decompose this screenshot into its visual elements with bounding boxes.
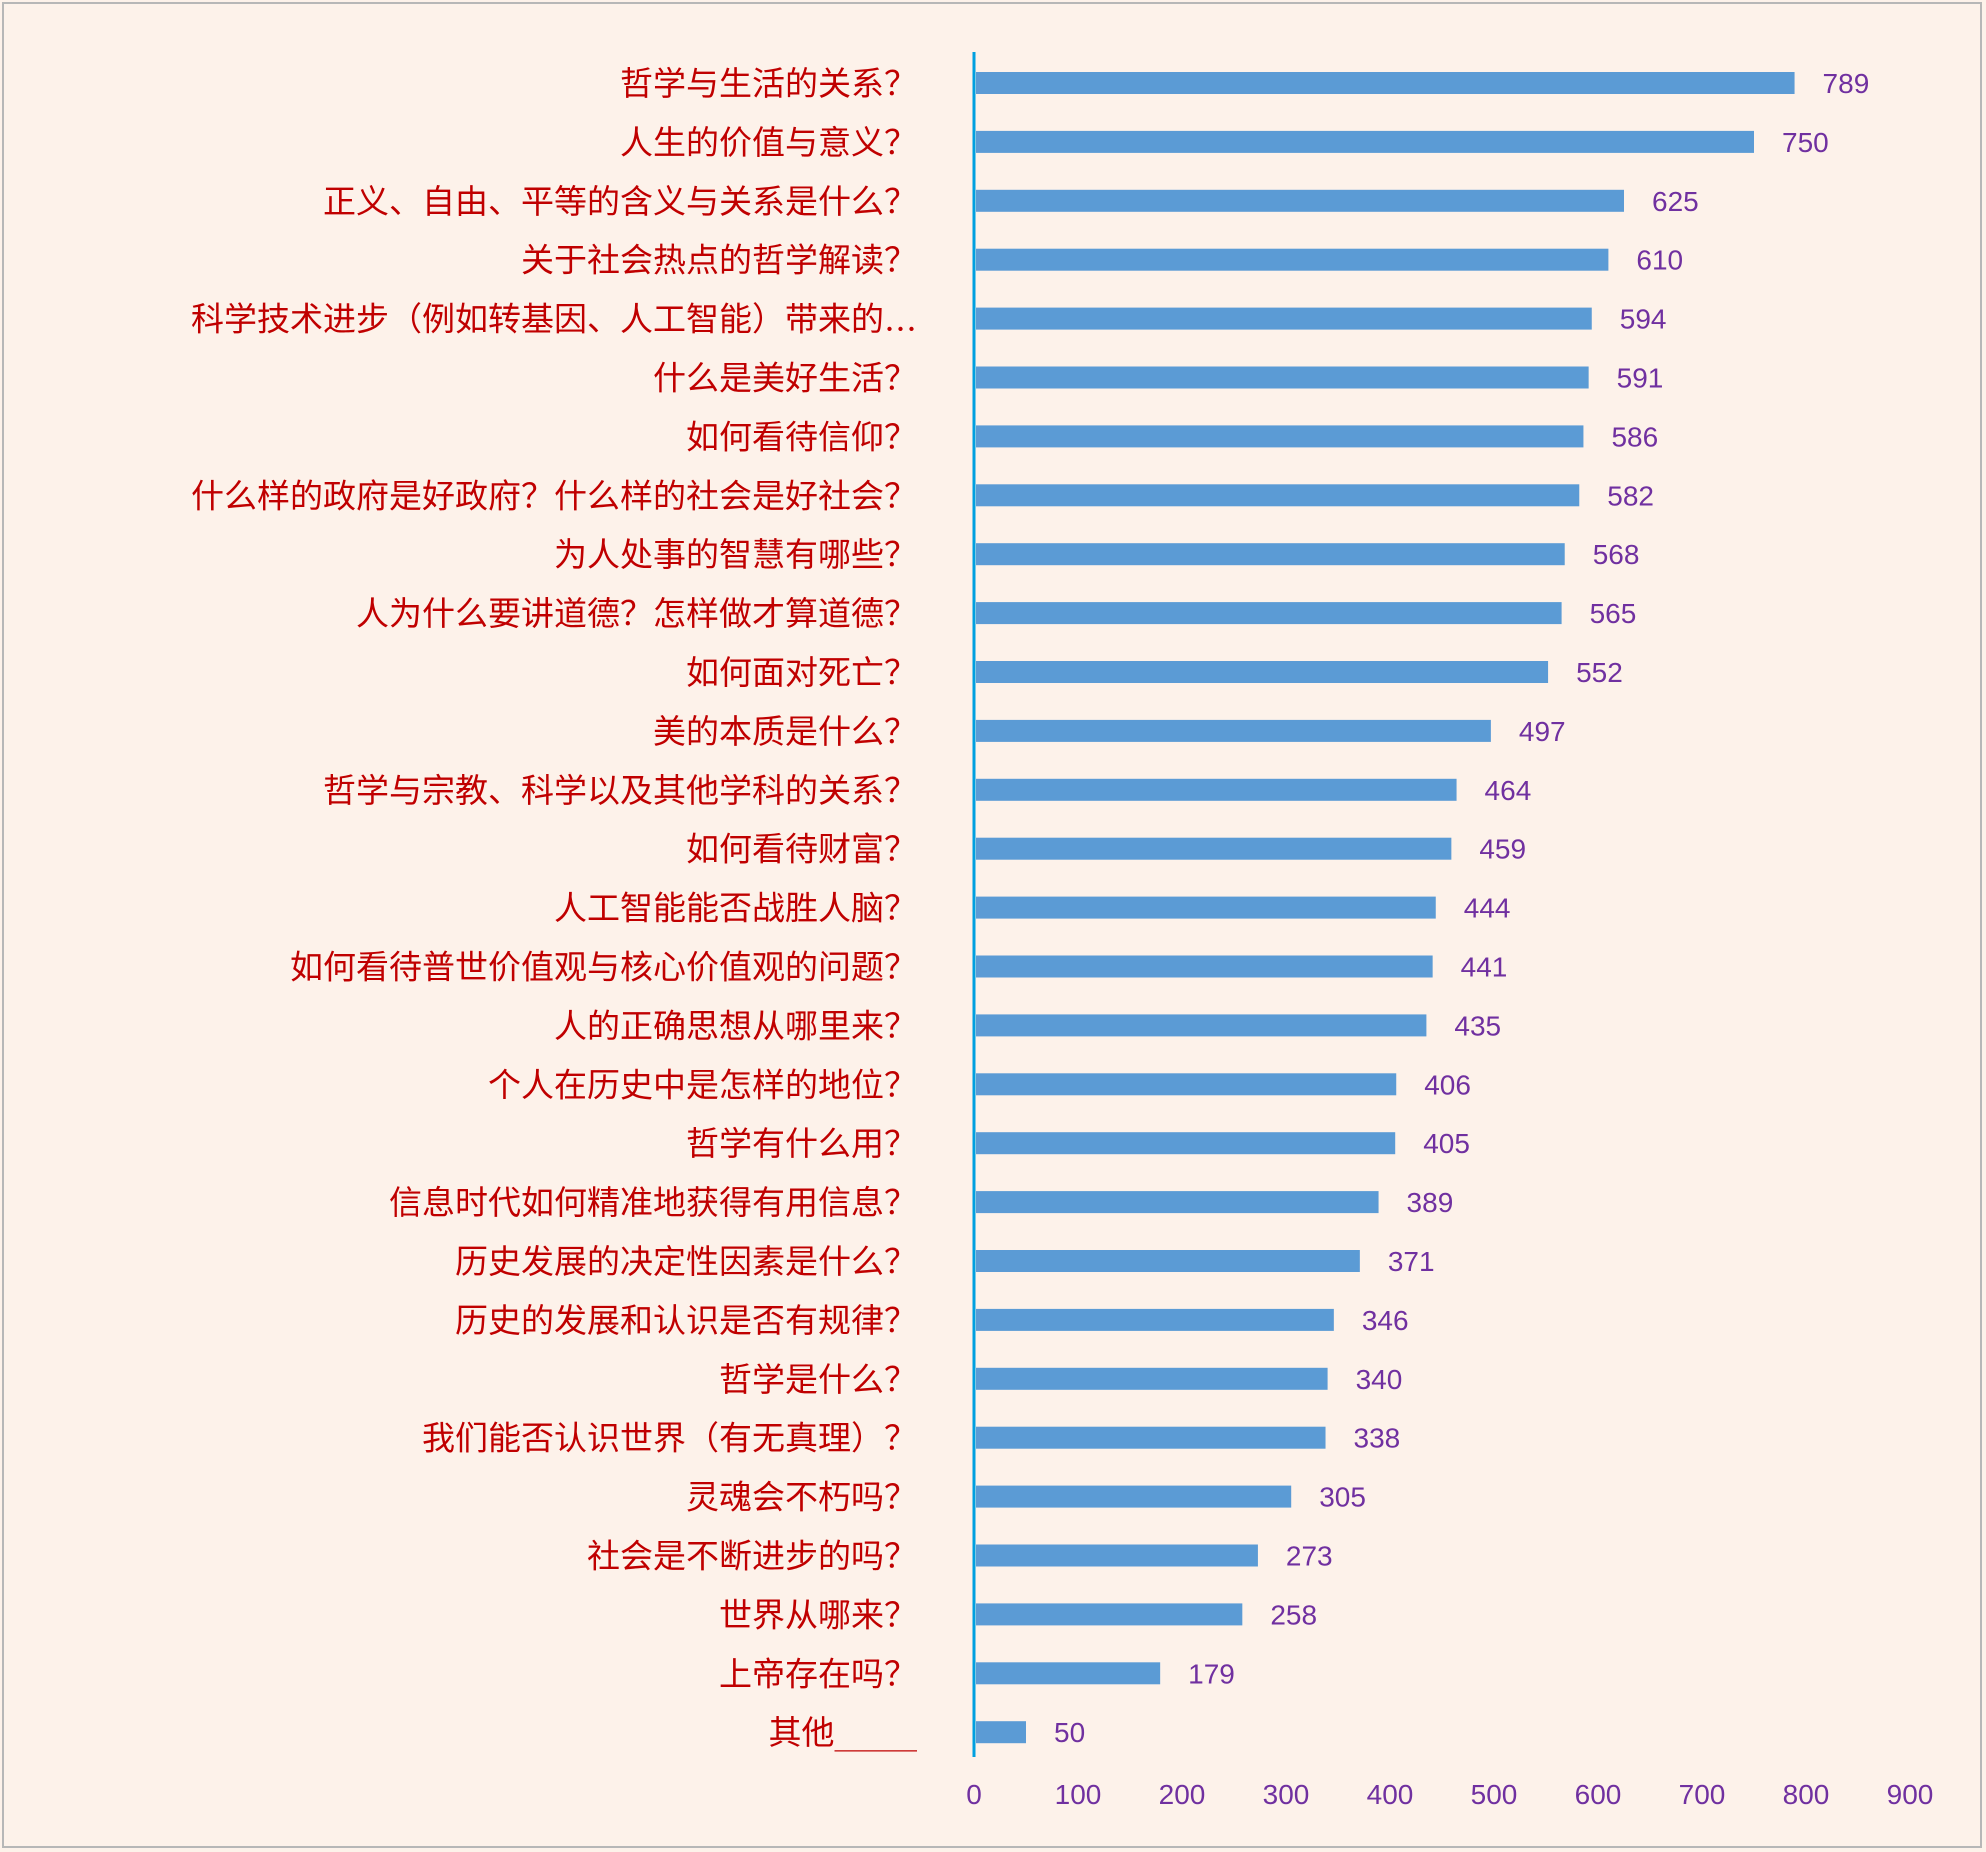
category-label-0: 哲学与生活的关系？ bbox=[620, 64, 917, 103]
bar-3 bbox=[976, 248, 1609, 271]
value-label-2: 625 bbox=[1652, 186, 1699, 217]
bar-chart: 哲学与生活的关系？ 789 人生的价值与意义？ 750 正义、自由、平等的含义与关系是什… bbox=[191, 52, 1934, 1810]
value-label-17: 406 bbox=[1424, 1069, 1471, 1100]
value-label-7: 582 bbox=[1607, 480, 1654, 511]
category-label-15: 如何看待普世价值观与核心价值观的问题？ bbox=[290, 948, 917, 987]
x-tick-label-1: 100 bbox=[1055, 1779, 1102, 1810]
x-tick-label-9: 900 bbox=[1887, 1779, 1934, 1810]
category-label-16: 人的正确思想从哪里来？ bbox=[554, 1006, 917, 1045]
value-label-10: 552 bbox=[1576, 657, 1623, 688]
value-label-14: 444 bbox=[1464, 893, 1511, 924]
category-label-21: 历史的发展和认识是否有规律？ bbox=[455, 1301, 917, 1340]
x-tick-label-7: 700 bbox=[1679, 1779, 1726, 1810]
value-label-11: 497 bbox=[1519, 716, 1566, 747]
bar-18 bbox=[976, 1132, 1396, 1155]
category-label-26: 世界从哪来？ bbox=[719, 1595, 917, 1634]
category-label-28: 其他_____ bbox=[769, 1713, 918, 1753]
bar-2 bbox=[976, 189, 1624, 212]
x-tick-label-5: 500 bbox=[1471, 1779, 1518, 1810]
category-label-23: 我们能否认识世界（有无真理）？ bbox=[422, 1419, 917, 1458]
value-label-13: 459 bbox=[1479, 834, 1526, 865]
bar-26 bbox=[976, 1603, 1243, 1626]
value-label-18: 405 bbox=[1423, 1128, 1470, 1159]
bar-20 bbox=[976, 1250, 1360, 1272]
value-label-6: 586 bbox=[1611, 421, 1658, 452]
category-label-19: 信息时代如何精准地获得有用信息？ bbox=[389, 1183, 917, 1222]
value-label-22: 340 bbox=[1356, 1364, 1403, 1395]
category-label-22: 哲学是什么？ bbox=[719, 1360, 917, 1399]
category-label-20: 历史发展的决定性因素是什么？ bbox=[455, 1242, 917, 1281]
bar-22 bbox=[976, 1367, 1328, 1390]
value-label-19: 389 bbox=[1407, 1187, 1454, 1218]
bar-23 bbox=[976, 1426, 1326, 1449]
category-label-2: 正义、自由、平等的含义与关系是什么？ bbox=[323, 182, 917, 221]
category-label-1: 人生的价值与意义？ bbox=[620, 123, 917, 162]
value-label-26: 258 bbox=[1270, 1599, 1317, 1630]
bar-27 bbox=[976, 1662, 1161, 1685]
category-label-9: 人为什么要讲道德？怎样做才算道德？ bbox=[356, 594, 917, 633]
x-tick-label-0: 0 bbox=[966, 1779, 982, 1810]
bar-24 bbox=[976, 1485, 1292, 1508]
bar-7 bbox=[976, 484, 1580, 507]
bar-1 bbox=[976, 130, 1754, 153]
category-label-7: 什么样的政府是好政府？什么样的社会是好社会？ bbox=[191, 476, 917, 515]
x-tick-label-6: 600 bbox=[1575, 1779, 1622, 1810]
value-label-20: 371 bbox=[1388, 1246, 1435, 1277]
value-label-4: 594 bbox=[1620, 304, 1667, 335]
value-label-21: 346 bbox=[1362, 1305, 1409, 1336]
bar-0 bbox=[976, 72, 1795, 94]
category-label-3: 关于社会热点的哲学解读？ bbox=[521, 241, 917, 280]
value-label-1: 750 bbox=[1782, 127, 1829, 158]
value-label-12: 464 bbox=[1485, 775, 1532, 806]
value-label-9: 565 bbox=[1590, 598, 1637, 629]
bar-5 bbox=[976, 366, 1589, 389]
bar-4 bbox=[976, 307, 1592, 330]
category-label-11: 美的本质是什么？ bbox=[653, 712, 917, 751]
x-tick-label-8: 800 bbox=[1783, 1779, 1830, 1810]
bar-6 bbox=[976, 425, 1584, 448]
value-label-27: 179 bbox=[1188, 1658, 1235, 1689]
bar-8 bbox=[976, 543, 1565, 566]
category-label-4: 科学技术进步（例如转基因、人工智能）带来的… bbox=[191, 300, 917, 339]
value-label-16: 435 bbox=[1454, 1010, 1501, 1041]
bar-9 bbox=[976, 602, 1562, 625]
category-label-25: 社会是不断进步的吗？ bbox=[587, 1537, 917, 1576]
category-label-6: 如何看待信仰？ bbox=[686, 417, 917, 456]
bar-15 bbox=[976, 955, 1433, 978]
value-label-8: 568 bbox=[1593, 539, 1640, 570]
bar-12 bbox=[976, 778, 1457, 801]
bar-13 bbox=[976, 837, 1452, 860]
bar-28 bbox=[976, 1721, 1026, 1744]
x-tick-label-2: 200 bbox=[1159, 1779, 1206, 1810]
bar-21 bbox=[976, 1308, 1334, 1331]
bar-11 bbox=[976, 719, 1491, 742]
category-label-5: 什么是美好生活？ bbox=[653, 359, 917, 398]
value-label-24: 305 bbox=[1319, 1482, 1366, 1513]
x-tick-label-3: 300 bbox=[1263, 1779, 1310, 1810]
category-label-17: 个人在历史中是怎样的地位？ bbox=[488, 1065, 917, 1104]
value-label-15: 441 bbox=[1461, 952, 1508, 983]
value-label-28: 50 bbox=[1054, 1717, 1085, 1748]
bar-19 bbox=[976, 1191, 1379, 1214]
bar-25 bbox=[976, 1544, 1258, 1567]
category-label-24: 灵魂会不朽吗？ bbox=[686, 1478, 917, 1517]
category-label-18: 哲学有什么用？ bbox=[686, 1124, 917, 1163]
category-label-10: 如何面对死亡？ bbox=[686, 653, 917, 692]
value-label-5: 591 bbox=[1617, 363, 1664, 394]
bar-17 bbox=[976, 1073, 1397, 1096]
bar-14 bbox=[976, 896, 1436, 919]
category-label-13: 如何看待财富？ bbox=[686, 830, 917, 869]
category-label-14: 人工智能能否战胜人脑？ bbox=[554, 889, 917, 928]
bar-10 bbox=[976, 661, 1549, 683]
value-label-0: 789 bbox=[1823, 68, 1870, 99]
value-label-3: 610 bbox=[1636, 245, 1683, 276]
value-label-23: 338 bbox=[1354, 1423, 1401, 1454]
x-tick-label-4: 400 bbox=[1367, 1779, 1414, 1810]
bar-16 bbox=[976, 1014, 1427, 1037]
category-label-8: 为人处事的智慧有哪些？ bbox=[554, 535, 917, 574]
category-label-12: 哲学与宗教、科学以及其他学科的关系？ bbox=[323, 771, 917, 810]
value-label-25: 273 bbox=[1286, 1541, 1333, 1572]
category-label-27: 上帝存在吗？ bbox=[719, 1654, 917, 1693]
